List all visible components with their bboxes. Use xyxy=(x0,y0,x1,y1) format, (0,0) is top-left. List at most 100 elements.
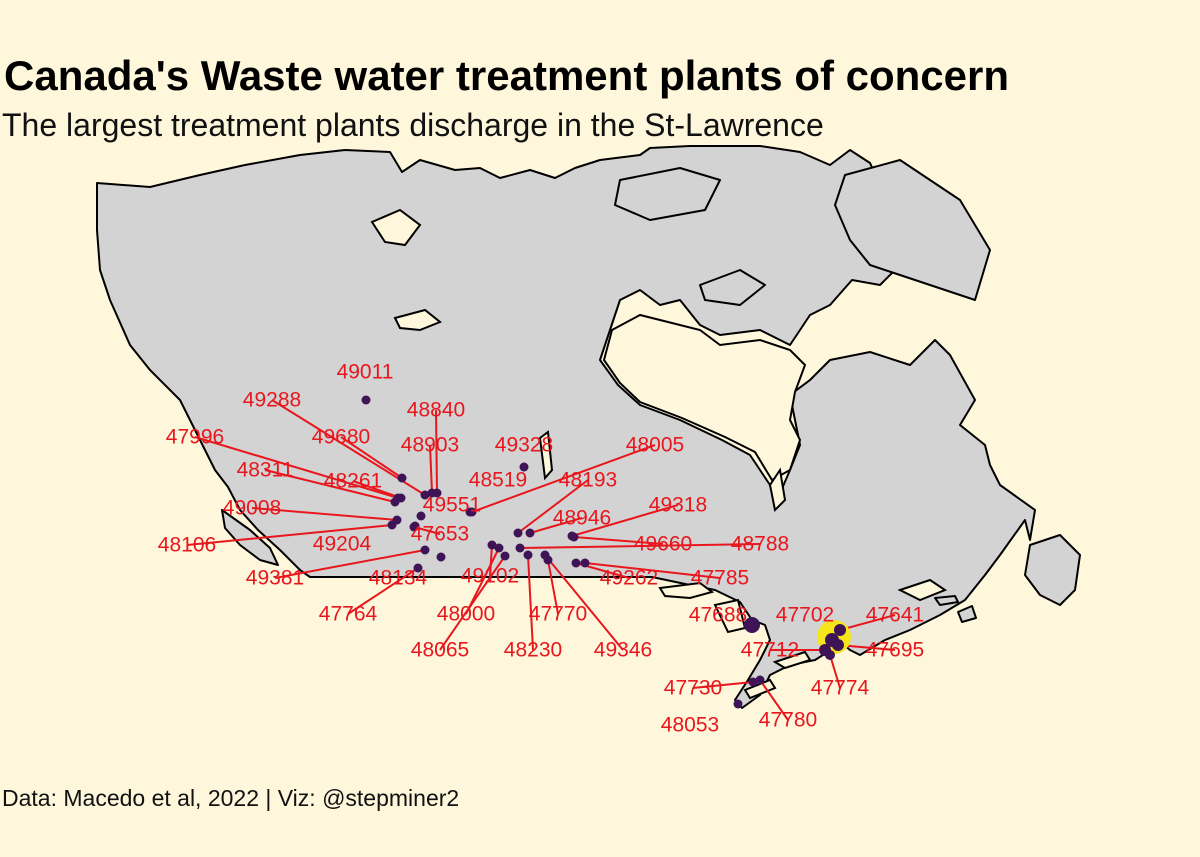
leader-line-47641 xyxy=(839,614,896,631)
plant-point-47688 xyxy=(744,617,760,633)
plant-label-49328: 49328 xyxy=(495,434,553,457)
plant-label-47688: 47688 xyxy=(689,604,747,627)
leader-line-47996 xyxy=(194,436,399,499)
plant-point-49660 xyxy=(569,532,579,542)
plant-point-48000 xyxy=(494,543,504,553)
plant-point-49680 xyxy=(397,473,407,483)
plant-point-49346 xyxy=(540,550,550,560)
plant-point-49262 xyxy=(571,558,581,568)
leader-line-48840 xyxy=(435,409,438,494)
plant-label-49381: 49381 xyxy=(246,567,304,590)
canada-landmass xyxy=(96,145,1081,709)
cape-breton xyxy=(957,605,977,623)
southampton-island xyxy=(699,269,766,306)
lake-winnipeg xyxy=(538,430,554,481)
plant-label-48903: 48903 xyxy=(401,434,459,457)
plant-label-49660: 49660 xyxy=(634,533,692,556)
plant-label-47702: 47702 xyxy=(776,604,834,627)
newfoundland xyxy=(1024,534,1081,606)
plant-label-47641: 47641 xyxy=(866,604,924,627)
plant-label-49346: 49346 xyxy=(594,639,652,662)
plant-point-49011 xyxy=(361,395,371,405)
vancouver-island xyxy=(221,509,279,566)
plant-label-48261: 48261 xyxy=(324,470,382,493)
inland-water xyxy=(370,208,948,700)
plant-label-47764: 47764 xyxy=(319,603,378,626)
leader-line-48946 xyxy=(529,517,583,534)
leader-line-47770 xyxy=(547,559,559,615)
plant-label-47780: 47780 xyxy=(759,709,817,732)
baffin-island xyxy=(834,159,991,301)
plant-point-49551 xyxy=(416,511,426,521)
plant-label-48005: 48005 xyxy=(626,434,684,457)
plant-point-49288 xyxy=(420,490,430,500)
lake-superior xyxy=(658,581,715,600)
map-title: Canada's Waste water treatment plants of… xyxy=(4,52,1010,99)
leader-line-48311 xyxy=(264,469,396,503)
plant-label-49318: 49318 xyxy=(649,494,707,517)
plant-point-48134 xyxy=(436,552,446,562)
lake-ontario xyxy=(772,650,812,670)
leader-line-47785 xyxy=(584,562,721,579)
plant-point-48788 xyxy=(515,543,525,553)
plant-point-49204 xyxy=(410,521,420,531)
leader-line-48261 xyxy=(352,480,402,499)
leader-line-48230 xyxy=(527,554,534,651)
plant-points xyxy=(361,395,851,709)
plant-point-49381 xyxy=(420,545,430,555)
leader-line-49381 xyxy=(274,549,426,579)
gulf-st-lawrence xyxy=(897,578,948,602)
plant-point-48193 xyxy=(513,528,523,538)
plant-label-48134: 48134 xyxy=(369,567,428,590)
plant-point-49102 xyxy=(487,540,497,550)
james-bay xyxy=(768,467,787,513)
plant-point-48053 xyxy=(733,699,743,709)
plant-label-48106: 48106 xyxy=(158,534,216,557)
plant-labels: 49011 49288 48840 47996 49680 48903 49328 48005… xyxy=(158,361,924,737)
plant-label-47653: 47653 xyxy=(411,523,469,546)
plant-label-49204: 49204 xyxy=(313,533,372,556)
plant-label-48193: 48193 xyxy=(559,469,617,492)
plant-point-48261 xyxy=(396,493,406,503)
leader-line-49102 xyxy=(489,544,493,577)
leader-line-48788 xyxy=(519,543,761,549)
plant-label-47730: 47730 xyxy=(664,677,722,700)
plant-label-48053: 48053 xyxy=(661,714,719,737)
plant-label-47785: 47785 xyxy=(691,567,749,590)
plant-label-49680: 49680 xyxy=(312,426,370,449)
plant-label-48519: 48519 xyxy=(469,469,527,492)
plant-label-48230: 48230 xyxy=(504,639,562,662)
great-bear-lake xyxy=(370,208,422,247)
plant-label-48000: 48000 xyxy=(437,603,495,626)
great-slave-lake xyxy=(393,308,442,332)
plant-point-48065 xyxy=(500,551,510,561)
plant-label-47770: 47770 xyxy=(529,603,587,626)
leader-line-48903 xyxy=(429,444,433,494)
data-caption: Data: Macedo et al, 2022 | Viz: @stepmin… xyxy=(2,785,460,811)
plant-label-48311: 48311 xyxy=(237,459,294,482)
plant-label-48840: 48840 xyxy=(407,399,465,422)
leader-line-48065 xyxy=(439,555,506,651)
leader-line-47780 xyxy=(759,679,789,721)
plant-point-47764 xyxy=(413,563,423,573)
plant-label-48788: 48788 xyxy=(731,533,789,556)
leader-line-49346 xyxy=(544,554,624,651)
plant-label-49262: 49262 xyxy=(600,567,658,590)
leader-line-48005 xyxy=(471,444,656,513)
leader-line-49660 xyxy=(573,536,664,545)
plant-point-47780 xyxy=(755,675,765,685)
plant-point-47641 xyxy=(834,624,846,636)
leader-line-49008 xyxy=(251,507,398,521)
leader-line-47730 xyxy=(692,681,754,689)
plant-point-47785 xyxy=(580,558,590,568)
plant-label-47712: 47712 xyxy=(741,639,799,662)
plant-label-48946: 48946 xyxy=(553,507,611,530)
leader-line-47774 xyxy=(829,654,841,689)
plant-label-49551: 49551 xyxy=(423,494,481,517)
plant-label-47996: 47996 xyxy=(166,426,224,449)
plant-label-49288: 49288 xyxy=(243,389,301,412)
plant-point-47695 xyxy=(832,639,844,651)
plant-point-48946 xyxy=(525,528,535,538)
hudson-bay xyxy=(602,313,807,482)
